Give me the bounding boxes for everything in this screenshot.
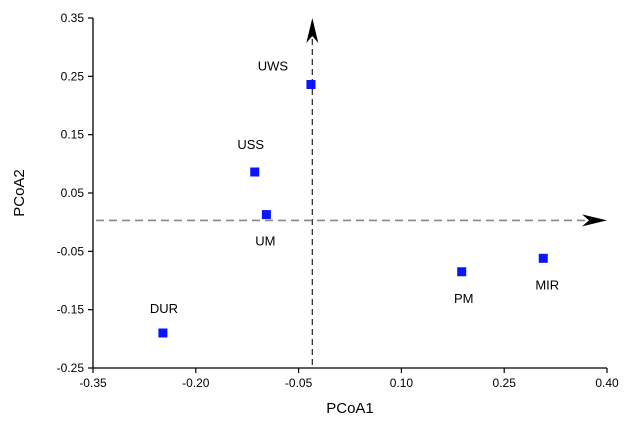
x-axis-title: PCoA1 [326, 400, 374, 417]
y-axis-title: PCoA2 [11, 169, 28, 217]
point-label: UWS [258, 59, 289, 74]
y-tick-label: 0.05 [61, 186, 85, 200]
data-point [306, 80, 316, 89]
x-tick-label: -0.35 [79, 376, 107, 390]
y-tick-label: 0.25 [61, 69, 85, 83]
data-points: UWS USS UM DUR PM MIR [150, 59, 559, 338]
y-tick-label: 0.35 [61, 11, 85, 25]
point-label: MIR [535, 277, 559, 292]
data-point [158, 328, 168, 338]
x-tick-label: 0.25 [493, 376, 517, 390]
x-tick-label: 0.40 [595, 376, 619, 390]
point-label: DUR [150, 301, 178, 316]
data-point [261, 210, 271, 220]
data-point [538, 253, 548, 263]
y-tick-label: 0.15 [61, 128, 85, 142]
y-tick-label: -0.05 [57, 244, 85, 258]
y-tick-label: -0.15 [57, 303, 85, 317]
up-arrowhead-icon [306, 18, 319, 43]
data-point [457, 267, 467, 277]
right-arrowhead-icon [582, 214, 607, 227]
y-tick-label: -0.25 [57, 361, 85, 375]
point-label: PM [454, 291, 474, 306]
x-tick-label: -0.05 [285, 376, 313, 390]
point-label: UM [255, 234, 275, 249]
data-point [250, 167, 260, 177]
x-tick-label: 0.10 [390, 376, 414, 390]
point-label: USS [237, 137, 264, 152]
reference-lines [96, 18, 607, 365]
axis-ticks: -0.35 -0.20 -0.05 0.10 0.25 0.40 0.35 0.25 0.15 0… [57, 11, 619, 390]
x-tick-label: -0.20 [182, 376, 210, 390]
